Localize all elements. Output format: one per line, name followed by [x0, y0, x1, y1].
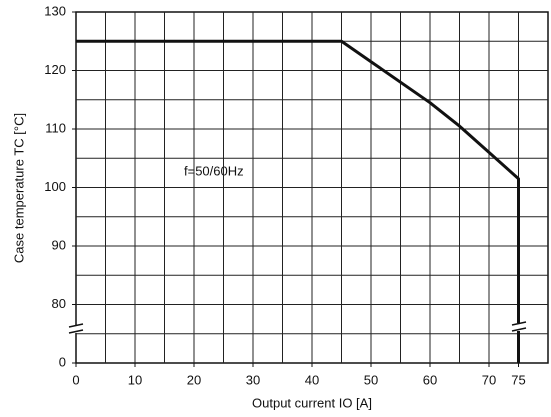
x-tick-label: 75: [511, 372, 525, 387]
annotation: f=50/60Hz: [184, 163, 244, 178]
x-axis-label: Output current IO [A]: [252, 395, 372, 410]
x-tick-label: 40: [305, 372, 319, 387]
y-tick-label: 130: [44, 3, 66, 18]
y-tick-label: 0: [59, 354, 66, 369]
grid: [76, 12, 548, 363]
x-tick-label: 30: [246, 372, 260, 387]
x-tick-label: 60: [423, 372, 437, 387]
x-tick-label: 10: [128, 372, 142, 387]
x-tick-label: 0: [72, 372, 79, 387]
y-axis-label: Case temperature TC [°C]: [11, 113, 26, 263]
y-tick-label: 90: [52, 237, 66, 252]
x-tick-label: 70: [482, 372, 496, 387]
y-tick-label: 100: [44, 179, 66, 194]
x-tick-label: 50: [364, 372, 378, 387]
marks: [76, 39, 520, 363]
axis-break: [68, 321, 527, 334]
y-tick-label: 110: [45, 120, 66, 135]
x-tick-label: 20: [187, 372, 201, 387]
y-tick-label: 80: [52, 296, 66, 311]
y-tick-label: 120: [44, 62, 66, 77]
curve: [76, 39, 520, 363]
